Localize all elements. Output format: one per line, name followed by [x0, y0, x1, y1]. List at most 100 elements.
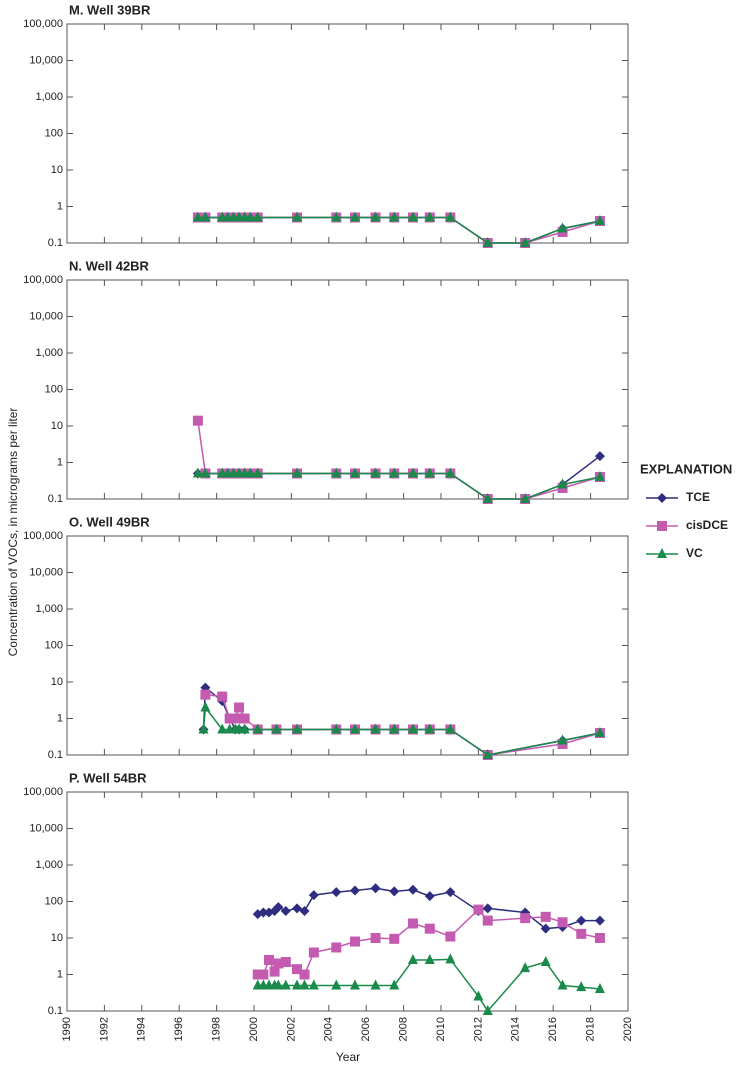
x-tick-label: 2018 [585, 1017, 597, 1041]
x-tick-label: 1998 [211, 1017, 223, 1041]
marker [308, 947, 319, 958]
marker [280, 979, 291, 990]
marker [245, 211, 256, 222]
marker [292, 979, 303, 990]
marker [473, 904, 484, 915]
marker [407, 918, 418, 929]
marker [239, 723, 250, 734]
marker [424, 891, 435, 902]
marker [557, 734, 568, 745]
y-tick-label: 10 [51, 932, 63, 944]
legend-label: cisDCE [686, 518, 728, 532]
marker [299, 905, 310, 916]
legend-marker [657, 548, 667, 558]
y-tick-label: 1 [57, 200, 63, 212]
marker [445, 467, 456, 478]
marker [280, 905, 291, 916]
marker [192, 211, 203, 222]
marker [482, 903, 493, 914]
legend-marker [657, 493, 667, 503]
y-tick-label: 1,000 [35, 603, 63, 615]
x-tick-label: 2008 [398, 1017, 410, 1041]
marker [407, 467, 418, 478]
y-tick-label: 1,000 [35, 91, 63, 103]
marker [280, 957, 291, 968]
marker [331, 979, 342, 990]
plot-frame [66, 535, 629, 756]
y-tick-label: 1 [57, 712, 63, 724]
marker [520, 962, 531, 973]
y-axis-label: Concentration of VOCs, in micrograms per… [6, 408, 20, 657]
y-tick-label: 1,000 [35, 347, 63, 359]
marker [200, 701, 211, 712]
marker [370, 723, 381, 734]
marker [482, 237, 493, 247]
legend-title: EXPLANATION [640, 461, 732, 476]
marker [445, 887, 456, 898]
y-tick-label: 100 [45, 127, 63, 139]
y-tick-label: 10,000 [29, 822, 63, 834]
marker [557, 478, 568, 489]
marker [594, 215, 605, 226]
panel-title: M. Well 39BR [69, 2, 151, 17]
marker [594, 983, 605, 994]
marker [482, 915, 493, 926]
marker [273, 958, 284, 969]
marker [540, 911, 551, 922]
marker [389, 467, 400, 478]
marker [594, 933, 605, 943]
marker [445, 953, 456, 964]
panel-title: N. Well 42BR [69, 258, 150, 273]
x-tick-label: 2012 [472, 1017, 484, 1041]
x-axis-label: Year [336, 1050, 360, 1064]
marker [200, 467, 211, 478]
marker [557, 979, 568, 990]
marker [594, 727, 605, 738]
y-tick-label: 0.1 [48, 493, 63, 505]
marker [520, 237, 531, 247]
marker [331, 211, 342, 222]
marker [200, 689, 211, 700]
x-tick-label: 2020 [622, 1017, 634, 1041]
marker [224, 713, 235, 724]
marker [389, 933, 400, 944]
marker [576, 928, 587, 939]
series-line [205, 693, 601, 756]
marker [331, 723, 342, 734]
x-tick-label: 2010 [435, 1017, 447, 1041]
y-tick-label: 0.1 [48, 749, 63, 761]
marker [482, 493, 493, 503]
marker [389, 723, 400, 734]
y-tick-label: 10 [51, 420, 63, 432]
marker [473, 990, 484, 1001]
x-tick-label: 2000 [248, 1017, 260, 1041]
plot-frame [66, 279, 629, 500]
y-tick-label: 100 [45, 383, 63, 395]
marker [234, 702, 245, 713]
marker [349, 211, 360, 222]
series-line [257, 958, 601, 1013]
y-tick-label: 100,000 [23, 18, 63, 30]
marker [217, 723, 228, 734]
y-tick-label: 10 [51, 164, 63, 176]
marker [370, 467, 381, 478]
y-tick-label: 1,000 [35, 859, 63, 871]
marker [292, 467, 303, 478]
marker [308, 979, 319, 990]
y-tick-label: 0.1 [48, 237, 63, 249]
marker [520, 913, 531, 924]
marker [349, 723, 360, 734]
marker [520, 493, 531, 503]
marker [349, 885, 360, 896]
x-tick-label: 1994 [136, 1017, 148, 1041]
y-tick-label: 10 [51, 676, 63, 688]
marker [370, 211, 381, 222]
x-tick-label: 1992 [98, 1017, 110, 1041]
y-tick-label: 0.1 [48, 1005, 63, 1017]
marker [557, 222, 568, 233]
marker [192, 415, 203, 426]
marker [557, 917, 568, 928]
marker [252, 969, 263, 980]
panel-title: P. Well 54BR [69, 770, 147, 785]
